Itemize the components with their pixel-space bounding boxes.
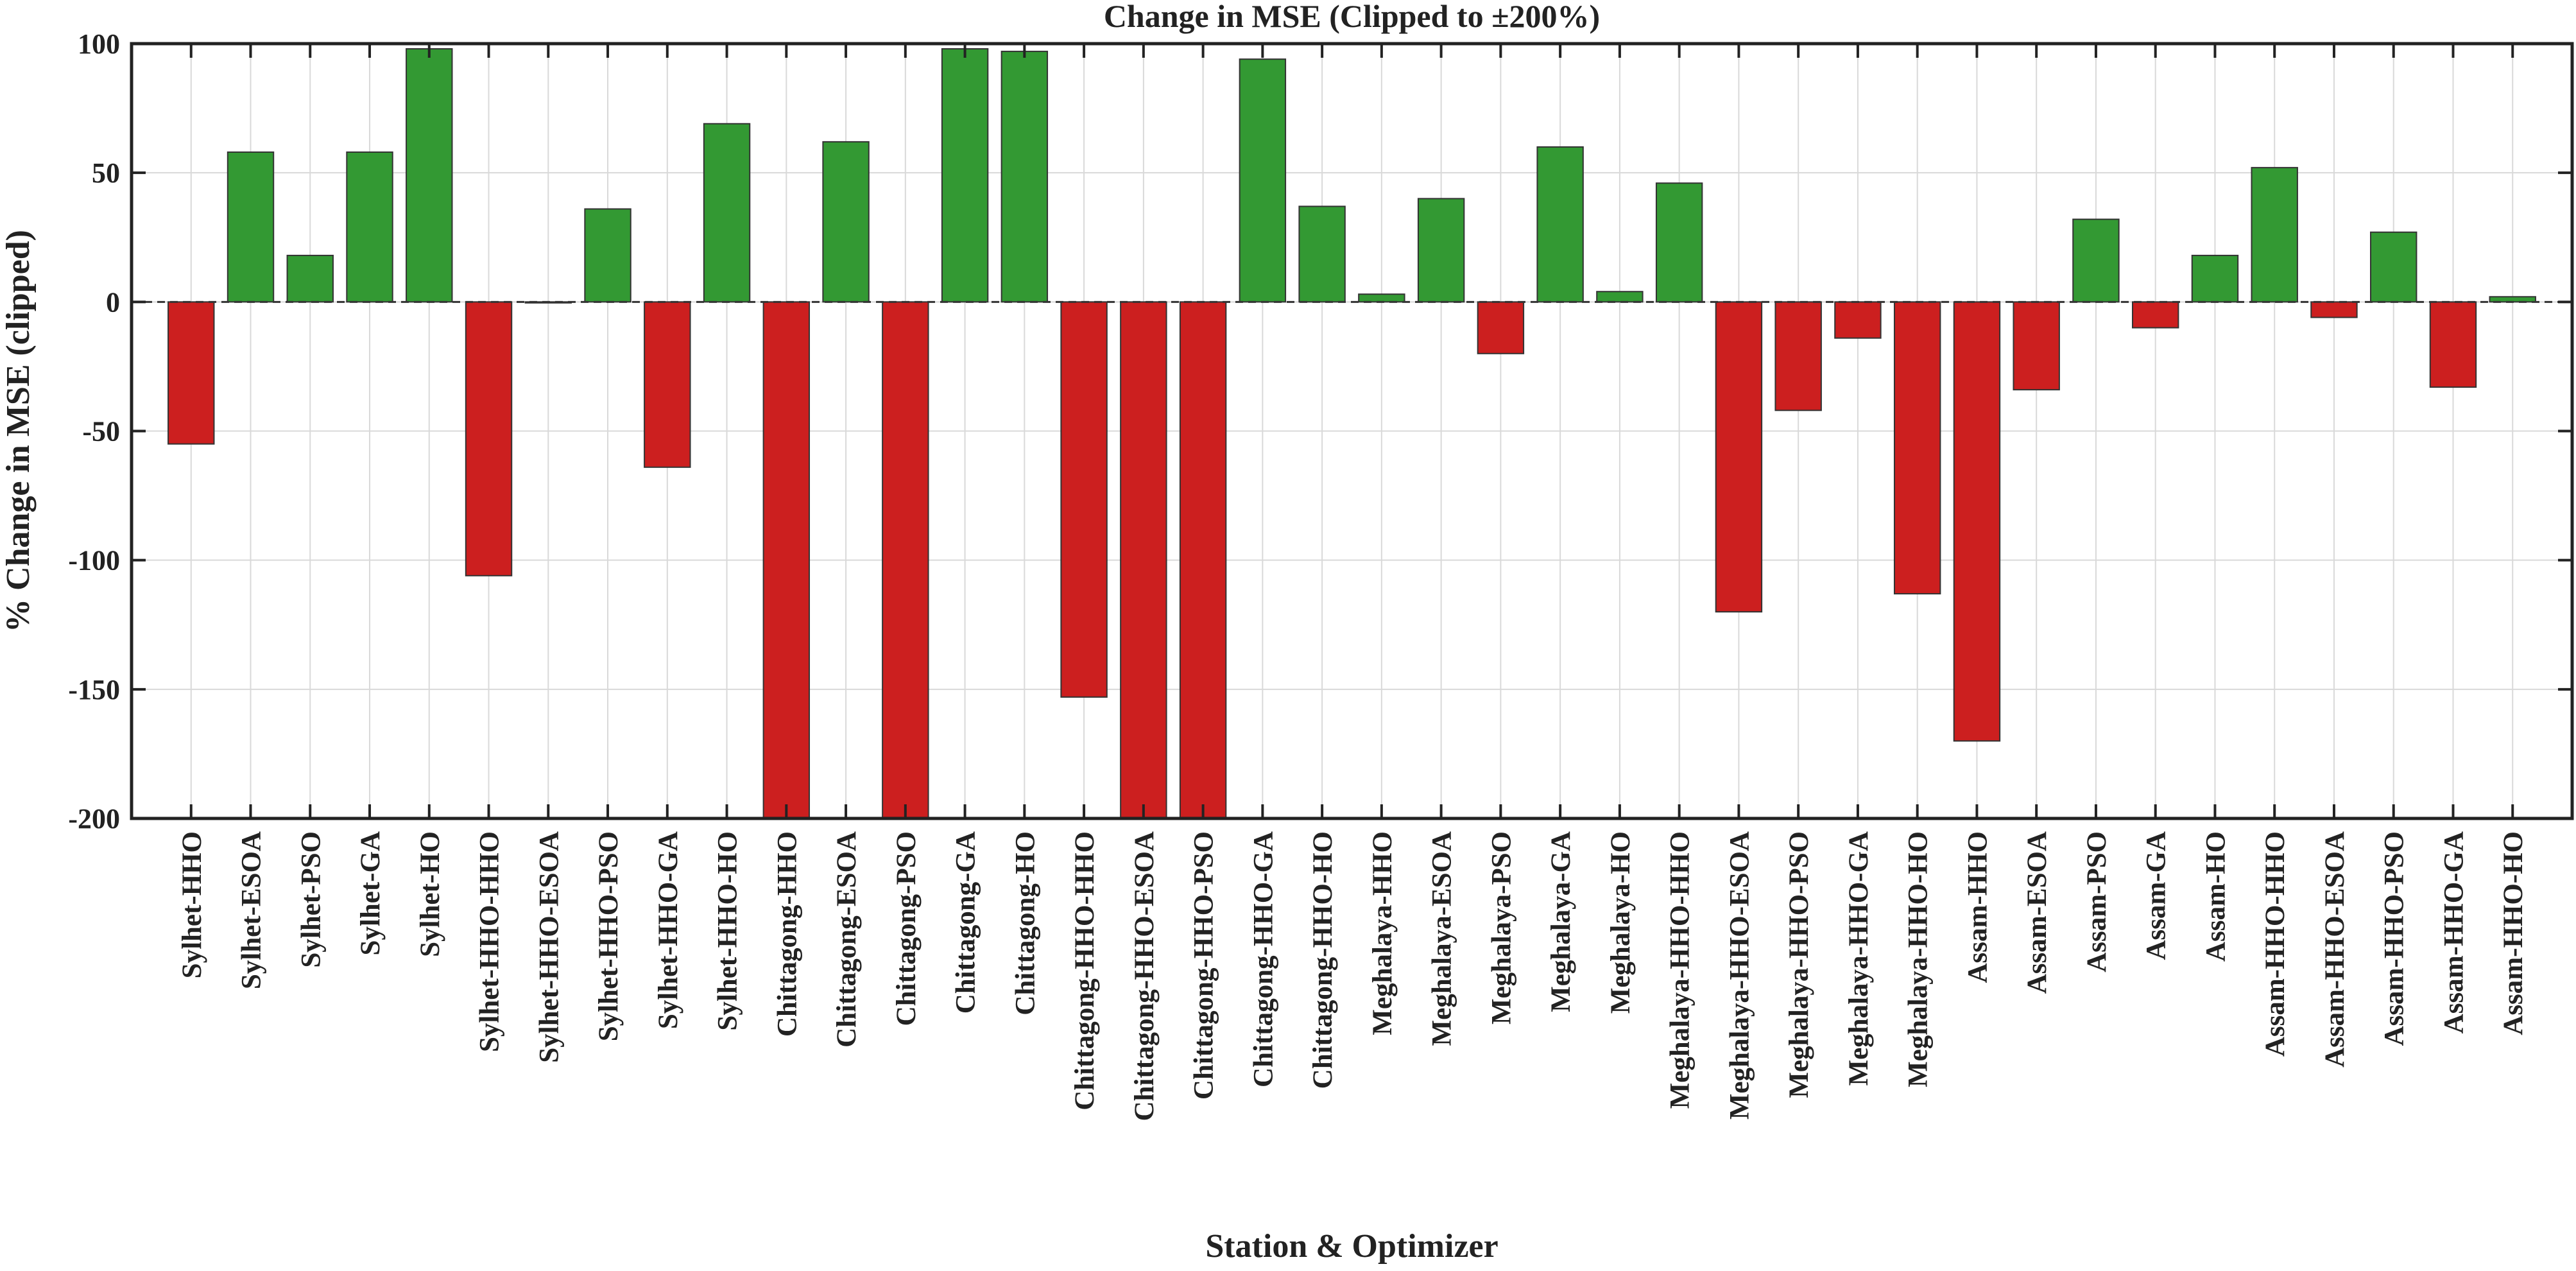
- y-tick-label: -200: [68, 803, 120, 834]
- x-tick-label: Meghalaya-GA: [1546, 831, 1576, 1012]
- x-tick-label: Chittagong-HO: [1010, 831, 1040, 1016]
- x-tick-label: Chittagong-HHO-GA: [1248, 831, 1278, 1087]
- x-tick-label: Meghalaya-HO: [1606, 831, 1636, 1014]
- x-tick-label: Chittagong-GA: [951, 831, 981, 1014]
- x-tick-label: Assam-HHO-PSO: [2380, 831, 2410, 1046]
- bar-chittagong-hho-ga: [1239, 58, 1287, 303]
- x-tick-label: Meghalaya-ESOA: [1427, 831, 1457, 1046]
- bar-assam-hho-ga: [2429, 301, 2477, 388]
- bar-assam-hho-hho: [2251, 167, 2298, 303]
- x-tick-label: Assam-HO: [2201, 831, 2231, 962]
- bar-chittagong-esoa: [822, 141, 870, 303]
- bar-assam-hho: [1953, 301, 2001, 742]
- x-tick-label: Assam-GA: [2142, 831, 2172, 960]
- bar-meghalaya-ga: [1536, 146, 1584, 303]
- y-tick-label: -50: [82, 416, 120, 447]
- bar-meghalaya-ho: [1596, 291, 1644, 303]
- tick-marks: [132, 42, 2572, 820]
- x-tick-label: Sylhet-ESOA: [237, 831, 267, 989]
- bar-sylhet-esoa: [227, 151, 275, 303]
- x-tick-label: Chittagong-PSO: [891, 831, 922, 1026]
- x-tick-label: Meghalaya-HHO-HHO: [1665, 831, 1696, 1109]
- bar-assam-ho: [2191, 254, 2239, 303]
- bar-sylhet-pso: [286, 254, 334, 303]
- x-tick-label: Meghalaya-HHO-HO: [1903, 831, 1934, 1087]
- bar-sylhet-ga: [346, 151, 393, 303]
- bar-assam-hho-esoa: [2310, 301, 2358, 318]
- x-tick-label: Sylhet-GA: [356, 831, 386, 956]
- x-tick-label: Chittagong-ESOA: [832, 831, 862, 1048]
- bar-sylhet-hho-hho: [465, 301, 513, 576]
- y-tick-label: 50: [92, 157, 120, 189]
- bar-meghalaya-hho-pso: [1774, 301, 1822, 411]
- bar-assam-pso: [2072, 218, 2120, 303]
- bar-meghalaya-hho-ho: [1893, 301, 1941, 594]
- bar-chittagong-pso: [882, 301, 929, 820]
- bars: [167, 48, 2536, 820]
- x-tick-label: Meghalaya-HHO: [1368, 831, 1398, 1035]
- x-tick-label: Meghalaya-PSO: [1486, 831, 1516, 1025]
- bar-meghalaya-hho-ga: [1834, 301, 1882, 339]
- x-tick-label: Chittagong-HHO: [772, 831, 802, 1037]
- x-tick-label: Sylhet-HHO-HO: [713, 831, 743, 1031]
- bar-sylhet-hho-ga: [644, 301, 691, 468]
- bar-meghalaya-hho-esoa: [1715, 301, 1763, 613]
- x-tick-label: Sylhet-HO: [415, 831, 445, 957]
- bar-sylhet-ho: [406, 48, 453, 303]
- x-tick-label: Assam-PSO: [2082, 831, 2112, 973]
- bar-meghalaya-hho: [1358, 293, 1405, 303]
- bar-chittagong-ho: [1000, 51, 1049, 303]
- x-tick-labels: Sylhet-HHO Sylhet-ESOA Sylhet-PSO Sylhet-GA…: [177, 831, 2529, 1121]
- y-tick-label: -150: [68, 674, 120, 705]
- bar-chittagong-hho-ho: [1298, 205, 1346, 303]
- chart-title: Change in MSE (Clipped to ±200%): [1104, 0, 1600, 34]
- y-tick-label: -100: [68, 545, 120, 576]
- bar-meghalaya-esoa: [1417, 198, 1465, 303]
- y-tick-label: 100: [78, 28, 120, 60]
- bar-sylhet-hho: [167, 301, 215, 445]
- bar-chittagong-hho-pso: [1179, 301, 1227, 820]
- y-tick-label: 0: [106, 286, 120, 318]
- bar-sylhet-hho-pso: [584, 208, 631, 303]
- x-tick-label: Chittagong-HHO-HHO: [1070, 831, 1100, 1111]
- y-tick-labels: 100 50 0 -50 -100 -150 -200: [68, 28, 120, 834]
- y-axis-label: % Change in MSE (clipped): [0, 230, 37, 632]
- x-tick-label: Assam-HHO-HO: [2498, 831, 2529, 1035]
- x-tick-label: Sylhet-HHO-ESOA: [534, 831, 564, 1063]
- x-tick-label: Assam-HHO: [1962, 831, 1993, 983]
- bar-chittagong-hho-esoa: [1120, 301, 1167, 820]
- x-tick-label: Sylhet-HHO-GA: [653, 831, 683, 1029]
- x-tick-label: Assam-ESOA: [2022, 831, 2052, 994]
- bar-assam-ga: [2131, 301, 2179, 329]
- x-tick-label: Sylhet-HHO: [177, 831, 207, 978]
- x-tick-label: Assam-HHO-ESOA: [2320, 831, 2350, 1068]
- x-tick-label: Assam-HHO-GA: [2439, 831, 2469, 1033]
- bar-assam-esoa: [2013, 301, 2060, 391]
- x-tick-label: Chittagong-HHO-ESOA: [1129, 831, 1160, 1121]
- x-tick-label: Chittagong-HHO-HO: [1308, 831, 1338, 1089]
- bar-chittagong-ga: [941, 48, 989, 303]
- x-tick-label: Sylhet-HHO-HHO: [475, 831, 505, 1052]
- bar-meghalaya-hho-hho: [1655, 182, 1703, 303]
- x-tick-label: Meghalaya-HHO-ESOA: [1724, 831, 1755, 1120]
- bar-sylhet-hho-ho: [703, 123, 751, 303]
- bar-meghalaya-pso: [1477, 301, 1525, 354]
- x-tick-label: Sylhet-PSO: [296, 831, 326, 968]
- x-tick-label: Assam-HHO-HHO: [2260, 831, 2290, 1057]
- bar-chittagong-hho-hho: [1060, 301, 1108, 698]
- x-tick-label: Sylhet-HHO-PSO: [594, 831, 624, 1041]
- x-tick-label: Meghalaya-HHO-PSO: [1784, 831, 1814, 1098]
- x-axis-label: Station & Optimizer: [1205, 1228, 1498, 1265]
- x-tick-label: Chittagong-HHO-PSO: [1189, 831, 1219, 1100]
- bar-assam-hho-pso: [2370, 231, 2417, 303]
- bar-chittagong-hho: [762, 301, 811, 820]
- x-tick-label: Meghalaya-HHO-GA: [1844, 831, 1874, 1086]
